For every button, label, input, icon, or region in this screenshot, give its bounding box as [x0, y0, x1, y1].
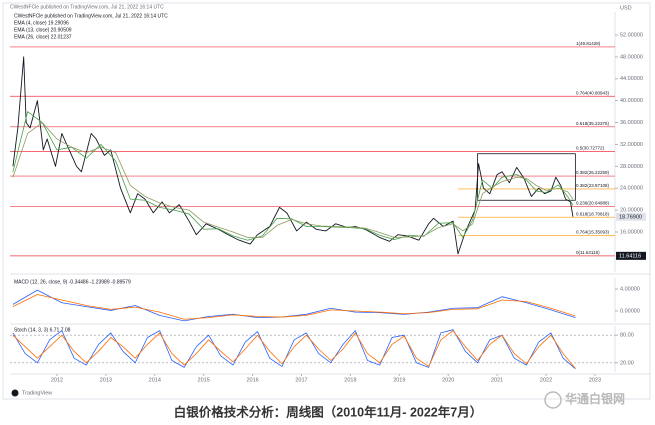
pane-title: MACD (12, 26, close, 9) -0.34486 -1.2398…: [14, 279, 131, 285]
x-tick-label: 2020: [442, 377, 454, 383]
price-label: 11.64116: [619, 253, 641, 259]
price-label-box: [616, 251, 646, 260]
y-tick-label: 24.00000: [620, 186, 643, 192]
y-tick-label: 16.00000: [620, 229, 643, 235]
series-line: [12, 111, 574, 241]
fib-label: 1(49.81428): [576, 41, 601, 46]
x-tick-label: 2022: [540, 377, 552, 383]
x-tick-label: 2015: [198, 377, 210, 383]
logo-icon: [11, 389, 19, 397]
fib-label: 0.618(18.70818): [576, 211, 610, 216]
x-tick-label: 2013: [100, 377, 112, 383]
x-tick-label: 2016: [246, 377, 258, 383]
y-tick-label: 20.00: [620, 360, 634, 366]
legend-entry: EMA (4, close) 19.29096: [14, 20, 69, 26]
chart-title: CWestNFCle published on TradingView.com,…: [10, 4, 164, 10]
pane-title: CWestNFCle published on TradingView.com,…: [14, 13, 168, 19]
series-line: [12, 56, 574, 255]
y-tick-label: 20.00000: [620, 208, 643, 214]
y-tick-label: 36.00000: [620, 120, 643, 126]
fib-label: 0.5(30.72772): [576, 146, 605, 151]
price-label: 18.76900: [619, 214, 642, 220]
x-tick-label: 2017: [295, 377, 307, 383]
y-tick-label: 4.00000: [620, 286, 640, 292]
legend-entry: EMA (13, close) 20.90509: [14, 27, 72, 33]
x-tick-label: 2014: [149, 377, 161, 383]
fib-label: 0.382(26.22259): [576, 170, 610, 175]
watermark: 华通白银网: [565, 391, 625, 406]
pane-title: Stoch (14, 3, 3) 6.71 7.08: [14, 327, 71, 333]
series-line: [12, 294, 576, 320]
frame: [2, 2, 651, 400]
series-line: [12, 122, 574, 238]
series-line: [12, 289, 576, 322]
fib-label: 0.618(35.22375): [576, 121, 610, 126]
y-tick-label: 44.00000: [620, 76, 643, 82]
y-tick-label: 40.00000: [620, 98, 643, 104]
y-tick-label: 52.00000: [620, 32, 643, 38]
axis-label: USD: [620, 5, 632, 11]
watermark-icon: [544, 391, 562, 409]
fib-label: 0(11.64116): [576, 250, 600, 255]
fib-label: 0.764(15.35093): [576, 230, 610, 235]
x-tick-label: 2018: [344, 377, 356, 383]
x-tick-label: 2021: [491, 377, 503, 383]
logo: TradingView: [22, 390, 52, 396]
y-tick-label: 0.00000: [620, 308, 640, 314]
fib-label: 0.764(40.80943): [576, 90, 610, 95]
fib-label: 0.236(20.64988): [576, 201, 610, 206]
legend-entry: EMA (26, close) 22.01237: [14, 34, 72, 40]
y-tick-label: 80.00: [620, 333, 634, 339]
price-label-box: [616, 212, 646, 221]
y-tick-label: 32.00000: [620, 142, 643, 148]
y-tick-label: 28.00000: [620, 164, 643, 170]
series-line: [12, 330, 576, 369]
caption: 白银价格技术分析：周线图（2010年11月- 2022年7月）: [174, 404, 482, 419]
y-tick-label: 48.00000: [620, 54, 643, 60]
x-tick-label: 2012: [51, 377, 63, 383]
x-tick-label: 2023: [589, 377, 601, 383]
fib-label: 0.382(23.87108): [576, 183, 610, 188]
x-tick-label: 2019: [393, 377, 405, 383]
